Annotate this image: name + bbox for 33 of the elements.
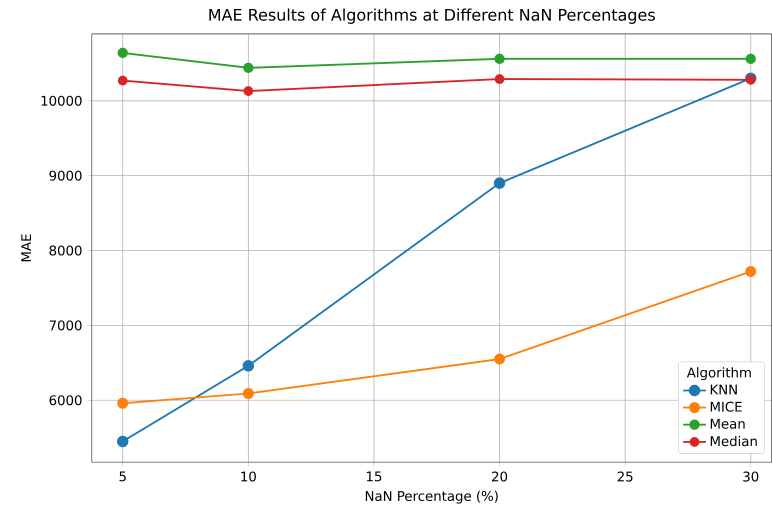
point — [494, 74, 504, 84]
y-tick-label: 10000 — [42, 96, 82, 106]
legend-title: Algorithm — [686, 367, 751, 380]
point — [242, 388, 254, 399]
point — [746, 54, 756, 64]
x-tick-label: 20 — [492, 471, 508, 482]
y-tick-label: 8000 — [50, 245, 82, 256]
x-tick-label: 10 — [241, 471, 256, 482]
chart-title: MAE Results of Algorithms at Different NaN Percentages — [209, 8, 655, 24]
point — [242, 360, 254, 372]
point — [494, 54, 505, 64]
point — [494, 177, 506, 189]
point — [745, 266, 756, 277]
point — [117, 398, 128, 409]
y-axis-title: MAE — [21, 234, 32, 262]
x-tick-label: 30 — [743, 471, 758, 482]
point — [243, 62, 254, 74]
point — [243, 86, 254, 96]
point — [494, 354, 506, 364]
point — [118, 48, 128, 58]
x-tick-label: 25 — [618, 471, 632, 482]
y-tick-label: 7000 — [50, 320, 82, 330]
x-tick-label: 5 — [120, 471, 126, 482]
point — [117, 436, 128, 448]
legend-label: Median — [710, 436, 757, 446]
y-tick-label: 6000 — [50, 395, 82, 406]
x-tick-label: 15 — [366, 471, 382, 482]
point — [118, 76, 128, 86]
x-axis-title: NaN Percentage (%) — [366, 490, 498, 504]
legend-label: KNN — [710, 384, 737, 394]
legend-label: Mean — [710, 418, 745, 429]
y-tick-label: 9000 — [49, 170, 82, 181]
legend-label: MICE — [710, 402, 742, 412]
